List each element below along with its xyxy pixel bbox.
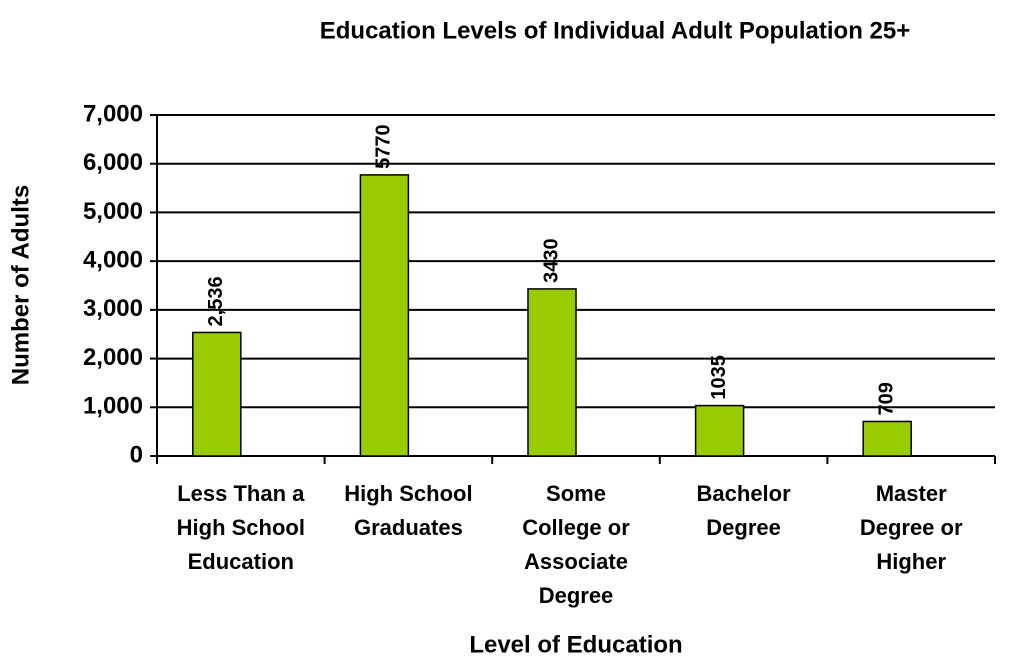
y-tick-label: 7,000 <box>83 100 143 127</box>
value-label: 2,536 <box>205 276 227 326</box>
bar <box>192 331 242 457</box>
y-tick-label: 0 <box>130 441 143 468</box>
value-label: 709 <box>875 382 897 415</box>
y-tick-label: 2,000 <box>83 344 143 371</box>
y-tick-label: 5,000 <box>83 198 143 225</box>
x-axis-label: Level of Education <box>469 631 682 658</box>
y-axis-label: Number of Adults <box>7 185 34 385</box>
y-tick-label: 6,000 <box>83 149 143 176</box>
bar <box>359 174 410 457</box>
bar <box>694 404 745 457</box>
value-label: 1035 <box>708 355 730 400</box>
value-label: 5770 <box>373 124 395 169</box>
x-tick-label: High School Graduates <box>344 481 472 540</box>
y-tick-label: 3,000 <box>83 295 143 322</box>
value-label: 3430 <box>540 238 562 283</box>
chart-title: Education Levels of Individual Adult Pop… <box>320 17 911 44</box>
x-tick-label: Less Than a High School Education <box>177 481 306 574</box>
x-tick-label: Master Degree or Higher <box>860 481 963 574</box>
y-tick-label: 1,000 <box>83 393 143 420</box>
y-tick-label: 4,000 <box>83 246 143 273</box>
bar <box>862 420 912 457</box>
x-tick-label: Some College or Associate Degree <box>522 481 630 608</box>
bar <box>527 288 577 457</box>
x-tick-label: Bachelor Degree <box>697 481 792 540</box>
